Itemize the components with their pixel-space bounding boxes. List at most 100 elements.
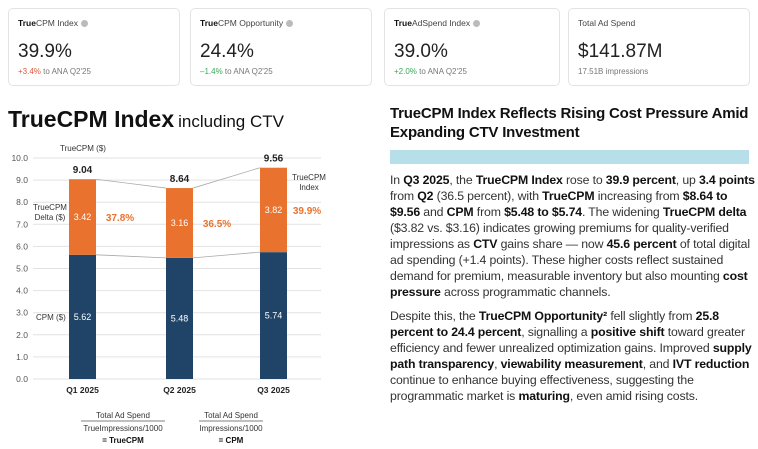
annotation-index: TrueCPM xyxy=(292,173,326,182)
formula-result: = CPM xyxy=(219,436,244,445)
text: gains share — now xyxy=(497,237,607,251)
truecpm-connector-line xyxy=(95,178,167,189)
text: Despite this, the xyxy=(390,309,479,323)
bold-text: TrueCPM Index xyxy=(475,173,563,187)
text: (36.5 percent), with xyxy=(433,189,543,203)
bold-text: $5.48 to $5.74 xyxy=(504,205,582,219)
cpm-connector-line xyxy=(192,251,261,259)
article-heading: TrueCPM Index Reflects Rising Cost Press… xyxy=(390,105,749,141)
bold-text: cost pressure xyxy=(390,269,748,299)
x-category-label: Q1 2025 xyxy=(66,385,99,395)
bold-text: 45.6 percent xyxy=(606,237,677,251)
y-tick-label: 5.0 xyxy=(16,264,28,274)
y-tick-label: 7.0 xyxy=(16,219,28,229)
chart-title-sub: including CTV xyxy=(178,112,284,131)
truecpm-connector-line xyxy=(192,167,261,189)
bold-text: positive shift xyxy=(590,325,665,339)
y-tick-label: 8.0 xyxy=(16,197,28,207)
info-icon[interactable] xyxy=(286,20,294,28)
delta-bar xyxy=(166,188,193,258)
text: , signalling a xyxy=(521,325,591,339)
text: In xyxy=(390,173,404,187)
delta-value-label: 3.16 xyxy=(171,218,189,228)
text: from xyxy=(390,189,418,203)
truecpm-total-label: 9.56 xyxy=(264,154,284,165)
formula-result: = TrueCPM xyxy=(102,436,144,445)
cpm-bar xyxy=(166,257,193,379)
article-paragraph: Despite this, the TrueCPM Opportunity² f… xyxy=(390,308,756,404)
text: , the xyxy=(449,173,476,187)
cpm-bar xyxy=(69,254,96,379)
kpi-value: $141.87M xyxy=(578,41,663,62)
truecpm-total-label: 9.04 xyxy=(73,165,93,176)
kpi-card-truecpm-index[interactable]: TrueCPM Index 39.9% +3.4% to ANA Q2'25 xyxy=(8,8,180,86)
delta-bar xyxy=(69,179,96,255)
index-percent-label: 39.9% xyxy=(293,206,321,217)
y-tick-label: 3.0 xyxy=(16,308,28,318)
article-paragraph: In Q3 2025, the TrueCPM Index rose to 39… xyxy=(390,172,756,300)
bold-text: 25.8 percent to 24.4 percent xyxy=(390,309,719,339)
article: TrueCPM Index Reflects Rising Cost Press… xyxy=(390,104,756,404)
truecpm-total-label: 8.64 xyxy=(170,174,190,185)
annotation-delta: TrueCPM xyxy=(33,203,67,212)
kpi-value: 39.9% xyxy=(18,41,72,62)
delta-value-label: 3.42 xyxy=(74,212,92,222)
bold-text: TrueCPM delta xyxy=(662,205,747,219)
y-tick-label: 0.0 xyxy=(16,374,28,384)
impressions-count: 17.51B impressions xyxy=(578,67,649,76)
bold-text: IVT reduction xyxy=(672,357,750,371)
cpm-value-label: 5.48 xyxy=(171,313,189,323)
text: and xyxy=(420,205,447,219)
formula-numerator: Total Ad Spend xyxy=(204,411,258,420)
text: , even amid rising costs. xyxy=(569,389,698,403)
text: rose to xyxy=(562,173,606,187)
chart-title-main: TrueCPM Index xyxy=(8,106,175,132)
annotation-cpm: CPM ($) xyxy=(36,313,66,322)
kpi-value: 24.4% xyxy=(200,41,254,62)
text: increasing from xyxy=(594,189,683,203)
bold-text: 39.9 percent xyxy=(605,173,676,187)
kpi-card-total-ad-spend[interactable]: Total Ad Spend $141.87M 17.51B impressio… xyxy=(568,8,750,86)
delta-value-label: 3.82 xyxy=(265,205,283,215)
bold-text: CPM xyxy=(446,205,474,219)
y-tick-label: 4.0 xyxy=(16,286,28,296)
text: fell slightly from xyxy=(607,309,696,323)
bold-text: TrueCPM Opportunity² xyxy=(478,309,608,323)
formula-numerator: Total Ad Spend xyxy=(96,411,150,420)
kpi-card-truecpm-opportunity[interactable]: TrueCPM Opportunity 24.4% –1.4% to ANA Q… xyxy=(190,8,372,86)
info-icon[interactable] xyxy=(81,20,88,28)
text: ($3.82 vs. $3.16) indicates growing prem… xyxy=(390,221,729,251)
x-category-label: Q3 2025 xyxy=(257,385,290,395)
text: , and xyxy=(642,357,673,371)
bold-text: viewability measurement xyxy=(500,357,643,371)
text: toward greater efficiency and fewer unre… xyxy=(390,325,745,355)
bold-text: 3.4 points xyxy=(698,173,755,187)
text: of total digital ad spending (+1.4 point… xyxy=(390,237,750,283)
heading-accent-bar xyxy=(390,150,749,164)
annotation-truecpm: TrueCPM ($) xyxy=(60,144,106,153)
y-tick-label: 6.0 xyxy=(16,241,28,251)
kpi-delta: –1.4% xyxy=(200,67,223,76)
cpm-connector-line xyxy=(95,254,167,259)
bold-text: maturing xyxy=(518,389,570,403)
kpi-delta: +3.4% xyxy=(18,67,41,76)
text: across programmatic channels. xyxy=(440,285,611,299)
x-category-label: Q2 2025 xyxy=(163,385,196,395)
cpm-value-label: 5.62 xyxy=(74,312,92,322)
cpm-bar xyxy=(260,252,287,379)
kpi-delta: +2.0% xyxy=(394,67,417,76)
text: . The widening xyxy=(581,205,663,219)
y-tick-label: 2.0 xyxy=(16,330,28,340)
text: , up xyxy=(675,173,699,187)
y-tick-label: 1.0 xyxy=(16,352,28,362)
info-icon[interactable] xyxy=(473,20,481,28)
bold-text: Q3 2025 xyxy=(403,173,450,187)
bold-text: Q2 xyxy=(417,189,434,203)
bold-text: TrueCPM xyxy=(542,189,595,203)
kpi-value: 39.0% xyxy=(394,41,448,62)
delta-bar xyxy=(260,167,287,253)
index-percent-label: 36.5% xyxy=(203,219,231,230)
bold-text: supply path transparency xyxy=(390,341,752,371)
kpi-card-trueadspend-index[interactable]: TrueAdSpend Index 39.0% +2.0% to ANA Q2'… xyxy=(384,8,560,86)
y-tick-label: 9.0 xyxy=(16,175,28,185)
